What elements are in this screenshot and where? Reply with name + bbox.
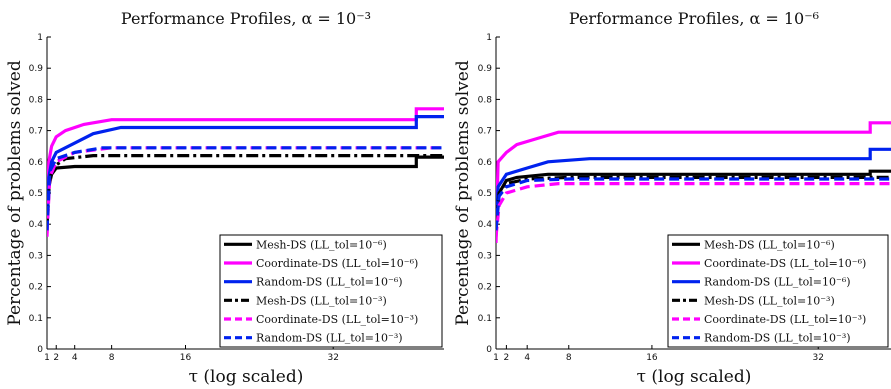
series-group — [47, 107, 444, 237]
legend: Mesh-DS (LL_tol=10⁻⁶) Coordinate-DS (LL_t… — [667, 234, 889, 348]
chart-title: Performance Profiles, α = 10⁻⁶ — [569, 9, 819, 28]
legend-box — [219, 234, 443, 348]
chart-panel-2: Performance Profiles, α = 10⁻⁶ 0 0.1 0.2 0.3… — [453, 9, 891, 387]
y-tick-label: 0.9 — [29, 64, 44, 74]
y-tick-label: 0.6 — [478, 158, 493, 168]
x-tick-label: 16 — [180, 353, 192, 363]
legend-label: Mesh-DS (LL_tol=10⁻³) — [704, 294, 835, 307]
x-tick-label: 8 — [566, 353, 572, 363]
x-tick-label: 1 — [44, 353, 50, 363]
legend-label: Coordinate-DS (LL_tol=10⁻³) — [256, 313, 418, 326]
x-tick-label: 2 — [53, 353, 59, 363]
x-axis-label: τ (log scaled) — [189, 367, 304, 387]
x-tick-label: 32 — [327, 353, 338, 363]
series-line-1 — [47, 155, 444, 225]
legend-label: Coordinate-DS (LL_tol=10⁻⁶) — [704, 257, 866, 270]
series-line-3 — [47, 115, 444, 231]
x-tick-label: 2 — [504, 353, 510, 363]
legend: Mesh-DS (LL_tol=10⁻⁶) Coordinate-DS (LL_t… — [219, 234, 443, 348]
legend-label: Coordinate-DS (LL_tol=10⁻³) — [704, 313, 866, 326]
y-axis-label: Percentage of problems solved — [5, 60, 25, 326]
chart-panel-1: Performance Profiles, α = 10⁻³ 0 0.1 0.2 0.3… — [5, 9, 444, 387]
legend-box — [667, 234, 889, 348]
y-tick-label: 0.1 — [29, 314, 43, 324]
chart-title: Performance Profiles, α = 10⁻³ — [121, 9, 371, 28]
y-tick-label: 0.7 — [29, 127, 43, 137]
legend-label: Random-DS (LL_tol=10⁻⁶) — [704, 276, 851, 289]
y-tick-label: 0.2 — [29, 283, 43, 293]
legend-label: Random-DS (LL_tol=10⁻³) — [256, 332, 403, 345]
legend-label: Mesh-DS (LL_tol=10⁻⁶) — [704, 238, 835, 251]
series-line-6 — [496, 177, 891, 231]
series-line-5 — [496, 182, 891, 237]
legend-label: Random-DS (LL_tol=10⁻⁶) — [256, 276, 403, 289]
x-tick-label: 16 — [646, 353, 658, 363]
y-tick-label: 0.4 — [478, 220, 493, 230]
series-line-2 — [47, 107, 444, 237]
x-tick-label: 8 — [109, 353, 115, 363]
y-tick-label: 0.2 — [478, 283, 492, 293]
series-group — [496, 121, 891, 243]
y-tick-label: 0 — [37, 345, 43, 355]
series-line-2 — [496, 121, 891, 243]
y-tick-label: 0.1 — [478, 314, 492, 324]
y-axis-label: Percentage of problems solved — [453, 60, 473, 326]
legend-label: Random-DS (LL_tol=10⁻³) — [704, 332, 851, 345]
y-tick-label: 0.3 — [478, 251, 492, 261]
y-tick-label: 1 — [486, 33, 492, 43]
x-tick-label: 4 — [524, 353, 530, 363]
y-tick-label: 1 — [37, 33, 43, 43]
y-tick-label: 0.4 — [29, 220, 44, 230]
series-line-6 — [47, 146, 444, 231]
x-axis-label: τ (log scaled) — [637, 367, 752, 387]
y-tick-label: 0.8 — [478, 95, 493, 105]
y-tick-label: 0.5 — [478, 189, 492, 199]
y-tick-label: 0.8 — [29, 95, 44, 105]
legend-label: Mesh-DS (LL_tol=10⁻³) — [256, 294, 387, 307]
y-tick-label: 0.7 — [478, 127, 492, 137]
y-tick-label: 0 — [486, 345, 492, 355]
y-tick-label: 0.3 — [29, 251, 43, 261]
series-line-3 — [496, 147, 891, 234]
x-tick-label: 4 — [72, 353, 78, 363]
x-tick-label: 1 — [493, 353, 499, 363]
legend-label: Coordinate-DS (LL_tol=10⁻⁶) — [256, 257, 418, 270]
y-tick-label: 0.9 — [478, 64, 493, 74]
legend-label: Mesh-DS (LL_tol=10⁻⁶) — [256, 238, 387, 251]
x-tick-label: 32 — [813, 353, 824, 363]
y-tick-label: 0.5 — [29, 189, 43, 199]
series-line-5 — [47, 146, 444, 234]
y-tick-label: 0.6 — [29, 158, 44, 168]
